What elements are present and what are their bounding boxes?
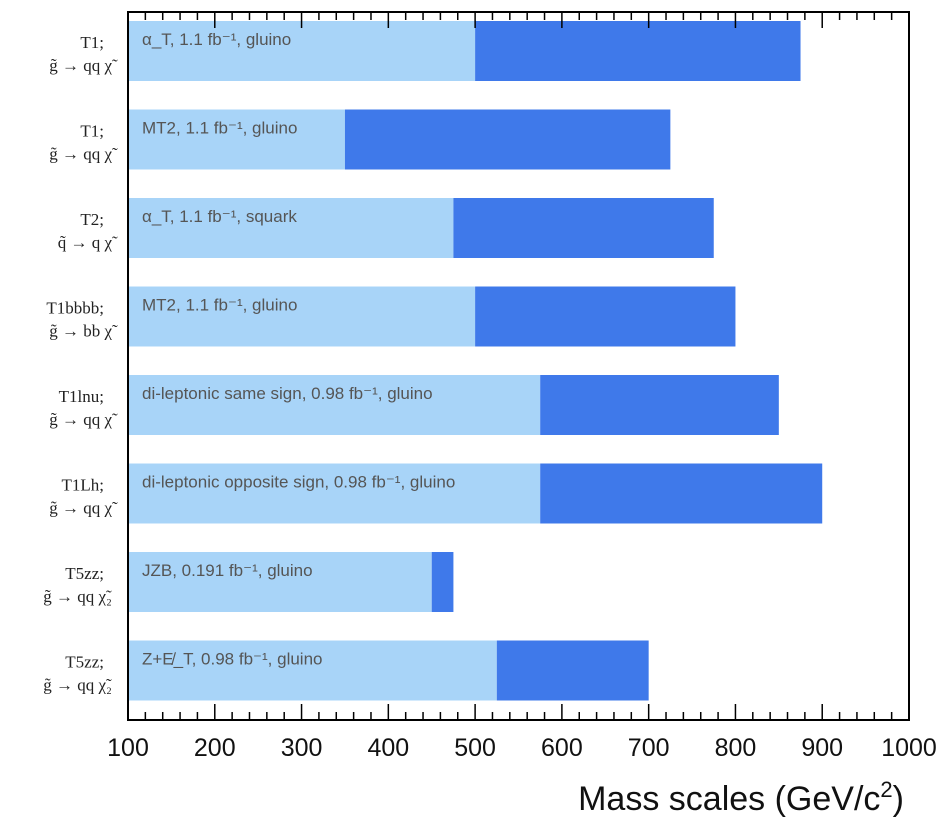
row-label-decay: g̃ → bb χ̃ xyxy=(49,322,118,341)
bar-row: di-leptonic opposite sign, 0.98 fb⁻¹, gl… xyxy=(128,463,823,524)
bar-segment-dark xyxy=(475,21,801,81)
row-label: T1lnu; g̃ → qq χ̃ xyxy=(49,387,118,429)
row-label-decay: g̃ → qq χ̃₂ xyxy=(43,587,112,606)
row-label-model: T2; xyxy=(80,210,104,229)
bar-annotation: di-leptonic opposite sign, 0.98 fb⁻¹, gl… xyxy=(142,473,455,492)
bar-annotation: α_T, 1.1 fb⁻¹, gluino xyxy=(142,30,291,49)
row-label: T1; g̃ → qq χ̃ xyxy=(49,122,118,164)
row-label-model: T5zz; xyxy=(65,653,104,672)
bar-segment-dark xyxy=(475,286,736,347)
x-tick-label: 400 xyxy=(367,734,409,762)
bar-segment-light xyxy=(128,640,497,701)
bar-annotation: di-leptonic same sign, 0.98 fb⁻¹, gluino xyxy=(142,384,433,403)
row-label-model: T1Lh; xyxy=(62,476,105,495)
bar-annotation: α_T, 1.1 fb⁻¹, squark xyxy=(142,207,297,226)
row-label-model: T1bbbb; xyxy=(46,299,104,318)
row-label: T5zz; g̃ → qq χ̃₂ xyxy=(43,653,112,695)
x-axis-title-tail: ) xyxy=(893,780,904,818)
bars-layer: α_T, 1.1 fb⁻¹, gluino MT2, 1.1 fb⁻¹, glui… xyxy=(128,21,823,701)
x-tick-label: 600 xyxy=(541,734,583,762)
row-label-decay: g̃ → qq χ̃ xyxy=(49,499,118,518)
bar-segment-light xyxy=(128,198,454,258)
x-tick-label: 100 xyxy=(107,734,149,762)
ticks-layer: 100 200 300 400 500 600 700 800 900 1000 xyxy=(107,12,937,762)
bar-row: α_T, 1.1 fb⁻¹, squark xyxy=(128,198,714,258)
row-label: T1Lh; g̃ → qq χ̃ xyxy=(49,476,118,518)
row-label-decay: g̃ → qq χ̃₂ xyxy=(43,676,112,695)
bar-segment-dark xyxy=(540,463,823,524)
row-label-decay: q̃ → q χ̃ xyxy=(58,233,118,252)
row-labels-layer: T1; g̃ → qq χ̃ T1; g̃ → qq χ̃ T2; q̃ → q χ̃ T1… xyxy=(43,33,118,695)
bar-segment-dark xyxy=(496,640,649,701)
x-tick-label: 1000 xyxy=(881,734,937,762)
plot-frame xyxy=(127,11,910,721)
bar-row: di-leptonic same sign, 0.98 fb⁻¹, gluino xyxy=(128,375,779,435)
x-tick-label: 900 xyxy=(801,734,843,762)
row-label-model: T1lnu; xyxy=(59,387,104,406)
x-tick-label: 500 xyxy=(454,734,496,762)
x-tick-label: 300 xyxy=(281,734,323,762)
x-axis-title-main: Mass scales (GeV/c xyxy=(578,780,880,818)
bar-segment-dark xyxy=(431,552,454,612)
row-label: T5zz; g̃ → qq χ̃₂ xyxy=(43,564,112,606)
x-axis-title-superscript: 2 xyxy=(880,777,892,802)
row-label: T1bbbb; g̃ → bb χ̃ xyxy=(46,299,118,341)
row-label-decay: g̃ → qq χ̃ xyxy=(49,410,118,429)
bar-annotation: Z+E̸_T, 0.98 fb⁻¹, gluino xyxy=(142,650,323,669)
bar-annotation: MT2, 1.1 fb⁻¹, gluino xyxy=(142,119,297,138)
bar-row: Z+E̸_T, 0.98 fb⁻¹, gluino xyxy=(128,640,649,701)
row-label-model: T1; xyxy=(80,33,104,52)
bar-row: MT2, 1.1 fb⁻¹, gluino xyxy=(128,286,736,347)
bar-segment-dark xyxy=(540,375,779,435)
bar-segment-light xyxy=(128,286,476,347)
bar-row: α_T, 1.1 fb⁻¹, gluino xyxy=(128,21,801,81)
row-label-decay: g̃ → qq χ̃ xyxy=(49,145,118,164)
row-label: T2; q̃ → q χ̃ xyxy=(58,210,118,252)
row-label-decay: g̃ → qq χ̃ xyxy=(49,56,118,75)
axis-title-layer: Mass scales (GeV/c2) xyxy=(578,777,904,818)
bar-segment-dark xyxy=(344,109,671,170)
x-tick-label: 200 xyxy=(194,734,236,762)
x-axis-title: Mass scales (GeV/c2) xyxy=(578,777,904,818)
bar-segment-light xyxy=(128,463,541,524)
row-label-model: T1; xyxy=(80,122,104,141)
bar-annotation: MT2, 1.1 fb⁻¹, gluino xyxy=(142,296,297,315)
row-label: T1; g̃ → qq χ̃ xyxy=(49,33,118,75)
bar-row: MT2, 1.1 fb⁻¹, gluino xyxy=(128,109,671,170)
x-tick-label: 800 xyxy=(715,734,757,762)
bar-segment-dark xyxy=(453,198,714,258)
bar-segment-light xyxy=(128,21,476,81)
bar-segment-light xyxy=(128,552,432,612)
bar-segment-light xyxy=(128,109,345,170)
bar-annotation: JZB, 0.191 fb⁻¹, gluino xyxy=(142,561,313,580)
x-tick-label: 700 xyxy=(628,734,670,762)
bar-segment-light xyxy=(128,375,541,435)
row-label-model: T5zz; xyxy=(65,564,104,583)
bar-row: JZB, 0.191 fb⁻¹, gluino xyxy=(128,552,454,612)
